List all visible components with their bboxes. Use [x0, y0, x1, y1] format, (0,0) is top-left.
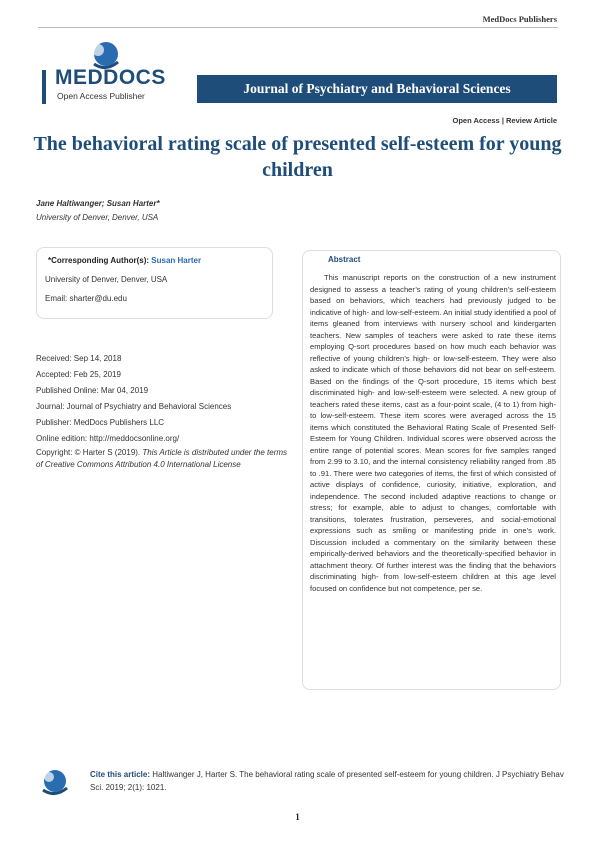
abstract-heading: Abstract: [328, 255, 361, 264]
corresponding-author: *Corresponding Author(s): Susan Harter: [48, 256, 201, 265]
journal-banner: Journal of Psychiatry and Behavioral Sci…: [197, 75, 557, 103]
correspondence-box: [36, 247, 273, 319]
abstract-text: This manuscript reports on the construct…: [310, 273, 556, 593]
corresponding-label: *Corresponding Author(s):: [48, 256, 150, 265]
article-title: The behavioral rating scale of presented…: [33, 133, 562, 181]
journal-info: Journal: Journal of Psychiatry and Behav…: [36, 402, 232, 411]
online-edition[interactable]: Online edition: http://meddocsonline.org…: [36, 434, 180, 443]
footer-logo-icon: [42, 770, 68, 795]
publisher-info: Publisher: MedDocs Publishers LLC: [36, 418, 165, 427]
authors: Jane Haltiwanger; Susan Harter*: [36, 199, 160, 208]
received-date: Received: Sep 14, 2018: [36, 354, 122, 363]
logo-bar: [42, 70, 46, 104]
article-type: Open Access | Review Article: [452, 116, 557, 125]
meddocs-logo-icon: [92, 42, 119, 69]
corresponding-email[interactable]: Email: sharter@du.edu: [45, 294, 127, 303]
publisher-name: MedDocs Publishers: [482, 14, 557, 24]
copyright-license: This Article is distributed under the te…: [36, 448, 288, 469]
citation: Cite this article: Haltiwanger J, Harter…: [90, 768, 570, 794]
top-divider: [38, 27, 558, 28]
abstract-box: [302, 250, 561, 690]
logo-subtitle: Open Access Publisher: [57, 91, 145, 101]
citation-label: Cite this article:: [90, 770, 151, 779]
corresponding-name[interactable]: Susan Harter: [151, 256, 202, 265]
affiliation: University of Denver, Denver, USA: [36, 213, 159, 222]
copyright: Copyright: © Harter S (2019). This Artic…: [36, 447, 291, 470]
corresponding-affiliation: University of Denver, Denver, USA: [45, 275, 168, 284]
logo-wordmark: MEDDOCS: [55, 66, 166, 89]
page-number: 1: [295, 812, 300, 822]
citation-text: Haltiwanger J, Harter S. The behavioral …: [90, 770, 564, 792]
published-date: Published Online: Mar 04, 2019: [36, 386, 149, 395]
copyright-lead: Copyright: © Harter S (2019).: [36, 448, 141, 457]
accepted-date: Accepted: Feb 25, 2019: [36, 370, 121, 379]
